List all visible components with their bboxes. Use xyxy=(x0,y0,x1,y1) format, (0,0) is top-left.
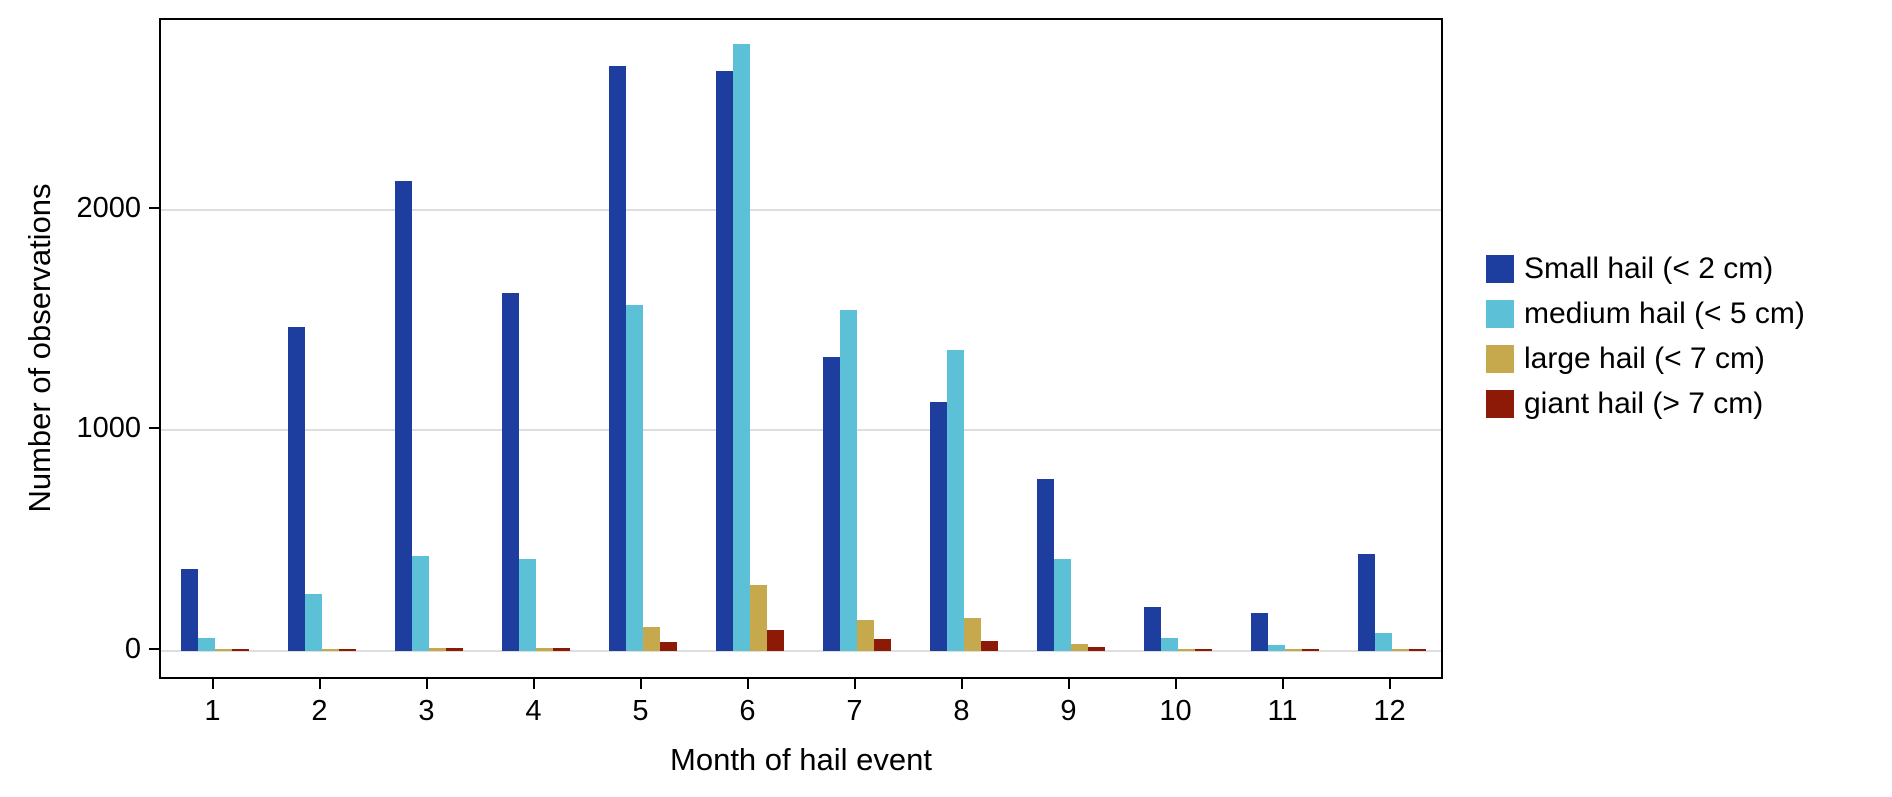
x-tick-label: 2 xyxy=(311,695,328,727)
bar-month-3-series-2 xyxy=(411,556,429,651)
bar-month-8-series-4 xyxy=(980,641,998,651)
bar-month-11-series-1 xyxy=(1250,613,1268,651)
y-tick-mark xyxy=(149,206,159,209)
x-tick-mark xyxy=(746,679,749,689)
y-tick-mark xyxy=(149,427,159,430)
legend-label: medium hail (< 5 cm) xyxy=(1524,297,1805,330)
legend-swatch-giant-hail xyxy=(1486,390,1514,418)
bar-month-6-series-1 xyxy=(715,70,733,651)
x-tick-label: 3 xyxy=(418,695,435,727)
x-tick-label: 8 xyxy=(953,695,970,727)
bar-month-7-series-4 xyxy=(873,638,891,651)
bar-month-7-series-2 xyxy=(839,310,857,651)
bar-month-10-series-1 xyxy=(1143,606,1161,651)
x-tick-label: 1 xyxy=(204,695,221,727)
legend-swatch-medium-hail xyxy=(1486,300,1514,328)
bar-month-9-series-1 xyxy=(1036,478,1054,651)
bar-month-4-series-4 xyxy=(552,648,570,651)
x-axis-title: Month of hail event xyxy=(670,742,932,777)
gridline xyxy=(161,429,1441,432)
plot-panel xyxy=(159,18,1443,679)
plot-layer xyxy=(161,20,1441,677)
gridline xyxy=(161,208,1441,211)
x-tick-label: 5 xyxy=(632,695,649,727)
legend-swatch-small-hail xyxy=(1486,255,1514,283)
bar-month-5-series-4 xyxy=(659,642,677,651)
x-tick-mark xyxy=(1281,679,1284,689)
bar-month-3-series-4 xyxy=(445,647,463,651)
bar-month-9-series-4 xyxy=(1087,647,1105,651)
bar-month-5-series-3 xyxy=(642,626,660,651)
x-tick-mark xyxy=(532,679,535,689)
bar-month-8-series-3 xyxy=(963,617,981,651)
legend-item: Small hail (< 2 cm) xyxy=(1486,252,1805,286)
y-tick-label: 2000 xyxy=(76,191,141,224)
x-tick-mark xyxy=(1174,679,1177,689)
bar-month-6-series-2 xyxy=(732,44,750,651)
x-tick-label: 7 xyxy=(846,695,863,727)
legend-item: medium hail (< 5 cm) xyxy=(1486,297,1805,331)
bar-month-5-series-2 xyxy=(625,304,643,651)
y-tick-label: 0 xyxy=(124,633,141,665)
x-tick-mark xyxy=(318,679,321,689)
x-tick-mark xyxy=(211,679,214,689)
bar-month-11-series-4 xyxy=(1301,649,1319,651)
legend: Small hail (< 2 cm) medium hail (< 5 cm)… xyxy=(1486,252,1805,421)
legend-item: giant hail (> 7 cm) xyxy=(1486,387,1805,421)
y-tick-label: 1000 xyxy=(76,412,141,445)
bar-month-11-series-3 xyxy=(1284,649,1302,651)
bar-month-8-series-2 xyxy=(946,349,964,651)
bar-month-5-series-1 xyxy=(608,66,626,651)
legend-label: large hail (< 7 cm) xyxy=(1524,342,1765,375)
bar-month-10-series-4 xyxy=(1194,649,1212,651)
x-tick-label: 10 xyxy=(1159,695,1192,727)
bar-month-7-series-3 xyxy=(856,620,874,651)
bar-month-10-series-2 xyxy=(1160,637,1178,651)
legend-item: large hail (< 7 cm) xyxy=(1486,342,1805,376)
legend-label: giant hail (> 7 cm) xyxy=(1524,387,1764,420)
bar-month-3-series-3 xyxy=(428,648,446,651)
bar-month-6-series-4 xyxy=(766,630,784,651)
bar-month-1-series-1 xyxy=(180,569,198,651)
x-tick-mark xyxy=(1067,679,1070,689)
x-tick-label: 9 xyxy=(1060,695,1077,727)
y-tick-mark xyxy=(149,648,159,650)
bar-month-12-series-4 xyxy=(1408,649,1426,651)
x-tick-mark xyxy=(425,679,428,689)
bar-month-4-series-2 xyxy=(518,559,536,651)
bar-month-12-series-1 xyxy=(1357,553,1375,651)
gridline xyxy=(161,650,1441,652)
bar-month-4-series-3 xyxy=(535,647,553,651)
bar-month-1-series-2 xyxy=(197,637,215,651)
bar-month-1-series-4 xyxy=(231,649,249,651)
bar-month-8-series-1 xyxy=(929,401,947,651)
bar-month-2-series-2 xyxy=(304,593,322,651)
bar-month-6-series-3 xyxy=(749,584,767,651)
x-tick-mark xyxy=(853,679,856,689)
x-tick-label: 4 xyxy=(525,695,542,727)
bar-month-10-series-3 xyxy=(1177,649,1195,651)
bar-month-12-series-2 xyxy=(1374,633,1392,651)
x-tick-label: 12 xyxy=(1373,695,1406,727)
bar-month-4-series-1 xyxy=(501,293,519,651)
bar-month-9-series-3 xyxy=(1070,644,1088,651)
bar-month-7-series-1 xyxy=(822,357,840,651)
legend-swatch-large-hail xyxy=(1486,345,1514,373)
bar-month-11-series-2 xyxy=(1267,645,1285,651)
x-tick-label: 11 xyxy=(1267,695,1298,727)
legend-label: Small hail (< 2 cm) xyxy=(1524,252,1774,285)
bar-month-1-series-3 xyxy=(214,649,232,651)
y-axis-title: Number of observations xyxy=(22,183,57,513)
bar-month-9-series-2 xyxy=(1053,559,1071,651)
bar-month-2-series-4 xyxy=(338,648,356,651)
x-tick-label: 6 xyxy=(739,695,756,727)
x-tick-mark xyxy=(960,679,963,689)
bar-month-2-series-1 xyxy=(287,326,305,651)
bar-month-12-series-3 xyxy=(1391,648,1409,651)
x-tick-mark xyxy=(1388,679,1391,689)
bar-month-3-series-1 xyxy=(394,180,412,651)
x-tick-mark xyxy=(639,679,642,689)
bar-month-2-series-3 xyxy=(321,648,339,651)
